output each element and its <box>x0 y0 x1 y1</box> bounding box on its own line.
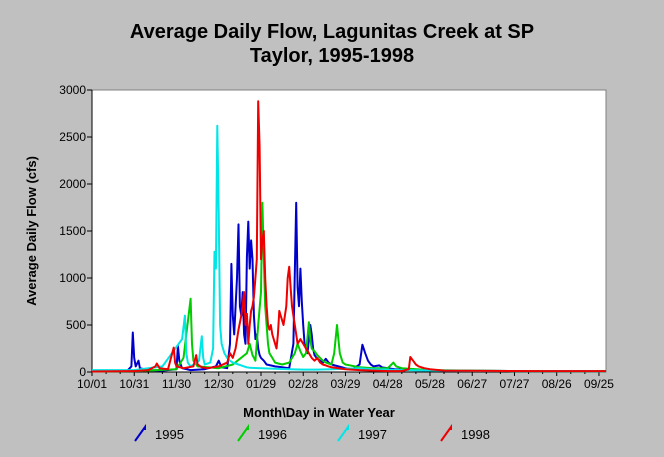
x-tick-label: 03/29 <box>330 377 360 391</box>
legend-label: 1996 <box>258 427 287 442</box>
legend-swatch-1995 <box>134 423 146 442</box>
x-tick-label: 10/31 <box>119 377 149 391</box>
x-tick-label: 10/01 <box>77 377 107 391</box>
series-lines <box>91 100 607 373</box>
legend-swatch-1998 <box>440 423 452 442</box>
title-line: Average Daily Flow, Lagunitas Creek at S… <box>130 21 534 43</box>
legend: 1995 1996 1997 1998 <box>134 423 490 442</box>
x-tick-label: 08/26 <box>542 377 572 391</box>
series-line-1998 <box>91 100 606 373</box>
x-tick-label: 02/28 <box>288 377 318 391</box>
x-tick-label: 07/27 <box>499 377 529 391</box>
x-axis-label: Month\Day in Water Year <box>243 405 395 420</box>
y-axis-label: Average Daily Flow (cfs) <box>24 156 39 306</box>
x-tick-label: 12/30 <box>204 377 234 391</box>
y-tick-label: 2500 <box>59 130 86 144</box>
y-tick-label: 3000 <box>59 83 86 97</box>
x-tick-label: 06/27 <box>457 377 487 391</box>
y-tick-label: 1500 <box>59 224 86 238</box>
y-tick-label: 0 <box>79 365 86 379</box>
legend-label: 1998 <box>461 427 490 442</box>
y-tick-label: 2000 <box>59 177 86 191</box>
series-line-1995 <box>91 201 606 373</box>
x-tick-label: 05/28 <box>415 377 445 391</box>
x-tick-label: 04/28 <box>373 377 403 391</box>
y-tick-label: 500 <box>66 318 86 332</box>
x-tick-label: 01/29 <box>246 377 276 391</box>
x-tick-label: 11/30 <box>162 377 191 391</box>
legend-label: 1997 <box>358 427 387 442</box>
legend-label: 1995 <box>155 427 184 442</box>
plot-area <box>91 89 607 373</box>
legend-swatch-1996 <box>237 423 249 442</box>
chart-title: Average Daily Flow, Lagunitas Creek at S… <box>130 21 534 67</box>
title-line: Taylor, 1995-1998 <box>250 45 414 67</box>
legend-swatch-1997 <box>337 423 349 442</box>
axes: 0 500 1000 1500 2000 2500 3000 10/01 10/31 11/30 1… <box>59 83 614 391</box>
x-tick-label: 09/25 <box>584 377 614 391</box>
y-tick-label: 1000 <box>59 271 86 285</box>
